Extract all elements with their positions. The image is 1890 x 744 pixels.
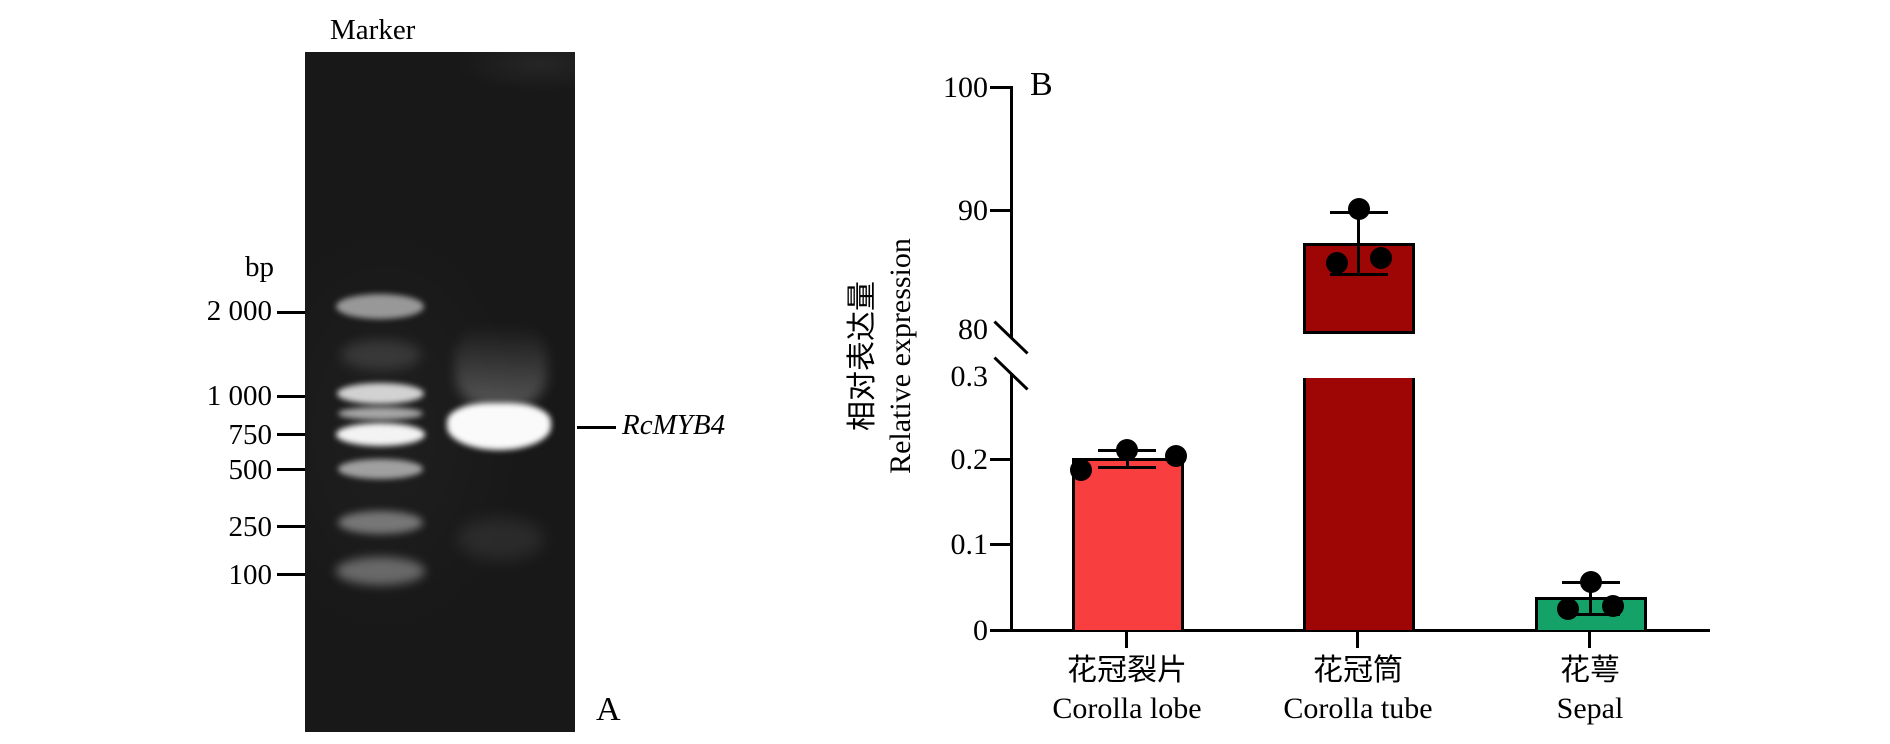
sample-lane-smear bbox=[455, 324, 547, 408]
ladder-band-750bp bbox=[336, 423, 425, 446]
ladder-band-100bp bbox=[336, 557, 425, 585]
y-tick-label-0_2: 0.2 bbox=[950, 443, 989, 476]
category-label-sepal-en: Sepal bbox=[1556, 692, 1624, 725]
x-tick-corolla-tube bbox=[1356, 632, 1359, 648]
y-tick-label-100: 100 bbox=[943, 71, 988, 104]
ladder-tick-750 bbox=[277, 433, 305, 436]
ladder-size-label-100: 100 bbox=[228, 559, 273, 591]
category-label-corolla-lobe-en: Corolla lobe bbox=[1052, 692, 1202, 725]
errorbar-sepal-cap-bottom bbox=[1562, 613, 1620, 616]
ladder-band-2000bp bbox=[336, 294, 424, 319]
ladder-size-label-2000: 2 000 bbox=[206, 295, 272, 327]
datapoint-corolla-tube-3 bbox=[1370, 247, 1392, 269]
datapoint-sepal-3 bbox=[1602, 595, 1624, 617]
errorbar-corolla-tube-line bbox=[1357, 212, 1360, 276]
panel-b-letter: B bbox=[1030, 66, 1053, 103]
ladder-size-label-750: 750 bbox=[228, 419, 273, 451]
category-label-corolla-lobe: 花冠裂片 Corolla lobe bbox=[997, 652, 1257, 728]
category-label-corolla-tube-en: Corolla tube bbox=[1283, 692, 1433, 725]
datapoint-corolla-tube-2 bbox=[1326, 252, 1348, 274]
y-tick-0_1 bbox=[990, 543, 1012, 546]
y-axis-upper-segment bbox=[1010, 86, 1013, 338]
y-tick-label-0: 0 bbox=[973, 614, 988, 647]
bp-unit-label: bp bbox=[245, 251, 274, 283]
y-axis-lower-segment bbox=[1010, 373, 1013, 632]
x-tick-sepal bbox=[1588, 632, 1591, 648]
errorbar-corolla-tube-cap-bottom bbox=[1330, 273, 1388, 276]
ladder-size-label-1000: 1 000 bbox=[206, 380, 272, 412]
datapoint-corolla-lobe-3 bbox=[1165, 445, 1187, 467]
datapoint-corolla-tube-1 bbox=[1348, 198, 1370, 220]
y-tick-0 bbox=[990, 629, 1012, 632]
y-tick-label-0_1: 0.1 bbox=[950, 528, 989, 561]
category-label-corolla-tube-zh: 花冠筒 bbox=[1313, 654, 1403, 687]
y-tick-100 bbox=[990, 86, 1012, 89]
datapoint-sepal-1 bbox=[1580, 571, 1602, 593]
sample-lane-faint-smear bbox=[458, 518, 544, 560]
y-tick-label-0_3: 0.3 bbox=[950, 360, 989, 393]
bar-corolla-tube-lower-segment bbox=[1303, 378, 1415, 630]
y-tick-label-80: 80 bbox=[958, 313, 988, 346]
ladder-size-label-500: 500 bbox=[228, 454, 273, 486]
y-axis-title-zh: 相对表达量 bbox=[846, 281, 879, 431]
ladder-tick-250 bbox=[277, 525, 305, 528]
ladder-band-250bp bbox=[338, 511, 423, 534]
gene-callout-line bbox=[577, 426, 616, 429]
ladder-tick-500 bbox=[277, 468, 305, 471]
gel-image bbox=[305, 52, 575, 732]
bar-corolla-lobe bbox=[1072, 458, 1184, 630]
y-tick-label-90: 90 bbox=[958, 194, 988, 227]
ladder-band-1000bp bbox=[337, 383, 424, 404]
category-label-sepal-zh: 花萼 bbox=[1560, 654, 1620, 687]
ladder-tick-1000 bbox=[277, 395, 305, 398]
ladder-tick-100 bbox=[277, 573, 305, 576]
category-label-corolla-lobe-zh: 花冠裂片 bbox=[1067, 654, 1187, 687]
category-label-corolla-tube: 花冠筒 Corolla tube bbox=[1228, 652, 1488, 728]
errorbar-corolla-lobe-cap-bottom bbox=[1098, 466, 1156, 469]
datapoint-sepal-2 bbox=[1557, 598, 1579, 620]
ladder-band-900bp bbox=[338, 407, 423, 420]
y-tick-0_2 bbox=[990, 458, 1012, 461]
gene-name-label: RcMYB4 bbox=[622, 409, 726, 441]
ladder-size-label-250: 250 bbox=[228, 511, 273, 543]
ladder-tick-2000 bbox=[277, 311, 305, 314]
datapoint-corolla-lobe-1 bbox=[1070, 459, 1092, 481]
marker-lane-title: Marker bbox=[330, 14, 416, 46]
panel-a-letter: A bbox=[596, 691, 621, 728]
ladder-smear bbox=[341, 340, 421, 370]
category-label-sepal: 花萼 Sepal bbox=[1460, 652, 1720, 728]
errorbar-sepal-line bbox=[1589, 582, 1592, 616]
datapoint-corolla-lobe-2 bbox=[1116, 439, 1138, 461]
x-axis-line bbox=[1010, 629, 1710, 632]
y-tick-90 bbox=[990, 209, 1012, 212]
sample-band-rcmyb4 bbox=[447, 403, 551, 450]
ladder-band-500bp bbox=[338, 459, 423, 479]
x-tick-corolla-lobe bbox=[1125, 632, 1128, 648]
